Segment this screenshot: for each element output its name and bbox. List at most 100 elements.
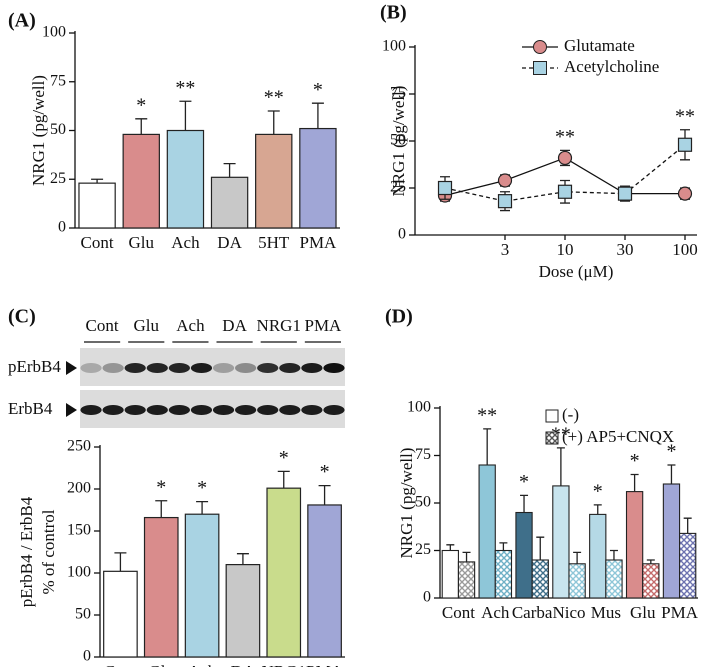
y-tick-label: 50	[415, 494, 431, 511]
bar	[266, 487, 302, 658]
bar	[494, 549, 513, 599]
significance: **	[264, 87, 284, 109]
error-bar	[683, 517, 692, 534]
y-tick-label: 0	[83, 648, 91, 665]
blot-band	[80, 405, 102, 415]
x-tick-label: Nico	[552, 603, 585, 622]
x-tick-label: Glu	[630, 603, 656, 622]
y-tick-label: 200	[67, 480, 91, 497]
x-tick-label: 3	[501, 240, 510, 259]
x-tick-label: NRG1	[262, 662, 306, 667]
bar	[679, 532, 697, 599]
x-tick-label: 10	[557, 240, 574, 259]
blot-band	[102, 363, 124, 373]
bar	[78, 182, 116, 229]
y-tick-label: 50	[75, 606, 91, 623]
legend-label: Acetylcholine	[564, 57, 659, 76]
x-tick-label: Cont	[81, 233, 114, 252]
error-bar	[536, 536, 545, 560]
error-bar	[277, 470, 290, 489]
y-tick-label: 50	[50, 121, 66, 138]
bar	[307, 504, 342, 658]
bar	[184, 513, 220, 658]
bar	[255, 133, 293, 229]
bar	[166, 129, 205, 229]
significance: *	[666, 441, 676, 463]
error-bar	[646, 559, 655, 564]
blot-arrow	[66, 361, 77, 375]
blot-band	[279, 363, 301, 373]
y-tick-label: 100	[382, 38, 406, 55]
x-tick-label: Ach	[171, 233, 200, 252]
error-bar	[223, 163, 236, 178]
y-tick-label: 25	[415, 541, 431, 558]
panel-label: (D)	[385, 306, 413, 328]
significance: *	[519, 471, 529, 493]
y-tick-label: 100	[67, 564, 91, 581]
x-tick-label: DA	[217, 233, 242, 252]
blot-row-label: pErbB4	[8, 357, 61, 376]
bar	[210, 176, 249, 229]
legend-label: (+) AP5+CNQX	[562, 427, 674, 446]
error-bar	[311, 102, 324, 129]
blot-band	[212, 363, 235, 373]
x-tick-label: Mus	[591, 603, 621, 622]
y-tick-label: 0	[58, 219, 66, 236]
blot-band	[168, 405, 190, 415]
marker	[557, 184, 573, 199]
blot-band	[190, 363, 213, 373]
significance: **	[175, 77, 195, 99]
x-axis-label: Dose (μM)	[539, 262, 614, 281]
error-bar	[520, 494, 529, 513]
marker	[497, 194, 513, 209]
error-bar	[573, 551, 582, 564]
y-tick-label: 100	[42, 24, 66, 41]
bar	[103, 570, 138, 658]
lane-label: DA	[222, 316, 247, 335]
marker	[617, 186, 633, 201]
y-tick-label: 25	[390, 179, 406, 196]
error-bar	[114, 552, 127, 572]
marker	[677, 186, 693, 201]
bar	[642, 563, 660, 599]
blot-band	[146, 405, 168, 415]
error-bar	[267, 110, 280, 135]
marker	[557, 150, 573, 166]
blot-band	[102, 405, 124, 415]
bar	[122, 133, 160, 229]
significance: **	[675, 105, 695, 127]
blot-band	[212, 405, 235, 415]
panel-label: (B)	[380, 2, 407, 24]
x-tick-label: Cont	[104, 662, 137, 667]
bar	[441, 549, 459, 599]
y-axis-label: NRG1 (pg/well)	[397, 448, 416, 559]
bar	[531, 559, 549, 599]
x-tick-label: 30	[617, 240, 634, 259]
x-tick-label: Ach	[188, 662, 217, 667]
error-bar	[196, 500, 209, 515]
marker	[497, 173, 513, 188]
blot-band	[257, 363, 279, 373]
error-bar	[667, 464, 676, 484]
y-tick-label: 25	[50, 170, 66, 187]
error-bar	[446, 544, 455, 551]
bar	[225, 563, 261, 658]
blot-band	[235, 405, 257, 415]
y-tick-label: 250	[67, 438, 91, 455]
blot-band	[323, 405, 345, 415]
lane-label: PMA	[304, 316, 342, 335]
y-tick-label: 75	[390, 85, 406, 102]
blot-band	[301, 363, 323, 373]
y-axis-label: NRG1 (pg/well)	[389, 86, 408, 197]
x-tick-label: 100	[672, 240, 698, 259]
marker	[677, 137, 693, 152]
error-bar	[179, 100, 192, 131]
bar	[299, 127, 337, 229]
blot-row-label: ErbB4	[8, 399, 53, 418]
legend-swatch	[545, 431, 559, 445]
significance: *	[630, 450, 640, 472]
x-tick-label: Carba	[512, 603, 553, 622]
lane-label: Ach	[176, 316, 205, 335]
error-bar	[593, 504, 602, 515]
significance: *	[593, 480, 603, 502]
